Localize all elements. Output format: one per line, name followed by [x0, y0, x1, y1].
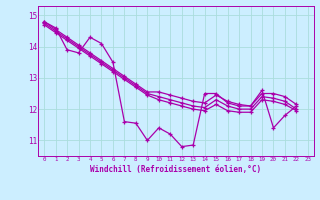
X-axis label: Windchill (Refroidissement éolien,°C): Windchill (Refroidissement éolien,°C)	[91, 165, 261, 174]
